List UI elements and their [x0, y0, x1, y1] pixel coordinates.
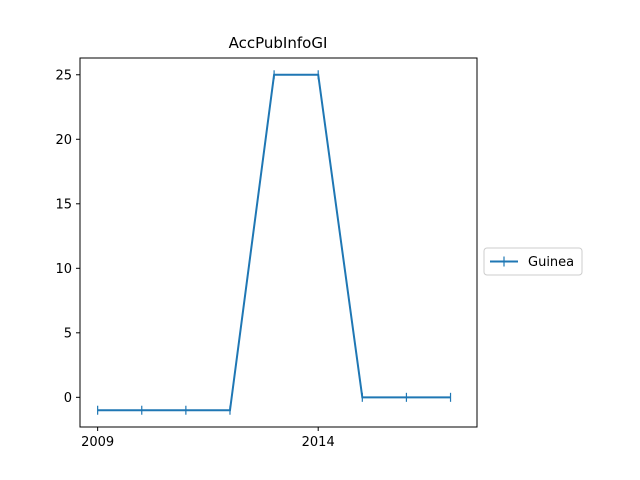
legend-label-guinea: Guinea	[528, 255, 574, 270]
y-tick-label: 0	[64, 391, 72, 406]
chart-title: AccPubInfoGI	[229, 34, 328, 52]
x-tick-label: 2014	[302, 435, 335, 450]
legend-box	[483, 247, 583, 276]
plot-frame	[79, 57, 478, 428]
series-line-guinea	[97, 73, 451, 412]
y-tick-label: 25	[55, 68, 72, 83]
x-tick-label: 2009	[81, 435, 114, 450]
y-tick-label: 15	[55, 197, 72, 212]
y-tick-label: 20	[55, 133, 72, 148]
x-axis: 2009 2014	[81, 427, 335, 450]
legend: Guinea	[483, 247, 583, 276]
plot-area	[97, 70, 452, 415]
y-tick-label: 10	[55, 262, 72, 277]
y-axis: 0 5 10 15 20 25	[55, 68, 80, 406]
y-tick-label: 5	[64, 326, 72, 341]
